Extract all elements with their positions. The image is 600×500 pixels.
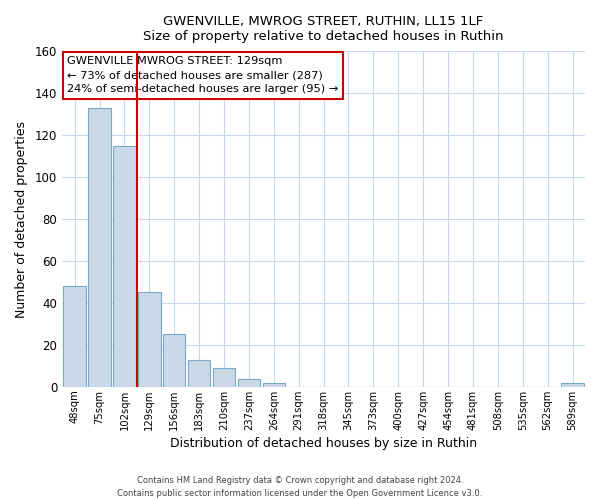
Bar bbox=[163, 334, 185, 387]
X-axis label: Distribution of detached houses by size in Ruthin: Distribution of detached houses by size … bbox=[170, 437, 477, 450]
Title: GWENVILLE, MWROG STREET, RUTHIN, LL15 1LF
Size of property relative to detached : GWENVILLE, MWROG STREET, RUTHIN, LL15 1L… bbox=[143, 15, 504, 43]
Text: GWENVILLE MWROG STREET: 129sqm
← 73% of detached houses are smaller (287)
24% of: GWENVILLE MWROG STREET: 129sqm ← 73% of … bbox=[67, 56, 338, 94]
Bar bbox=[138, 292, 161, 387]
Bar bbox=[113, 146, 136, 387]
Bar bbox=[88, 108, 111, 387]
Bar bbox=[238, 378, 260, 387]
Bar bbox=[64, 286, 86, 387]
Y-axis label: Number of detached properties: Number of detached properties bbox=[15, 120, 28, 318]
Bar bbox=[263, 382, 285, 387]
Text: Contains HM Land Registry data © Crown copyright and database right 2024.
Contai: Contains HM Land Registry data © Crown c… bbox=[118, 476, 482, 498]
Bar bbox=[188, 360, 211, 387]
Bar bbox=[562, 382, 584, 387]
Bar bbox=[213, 368, 235, 387]
